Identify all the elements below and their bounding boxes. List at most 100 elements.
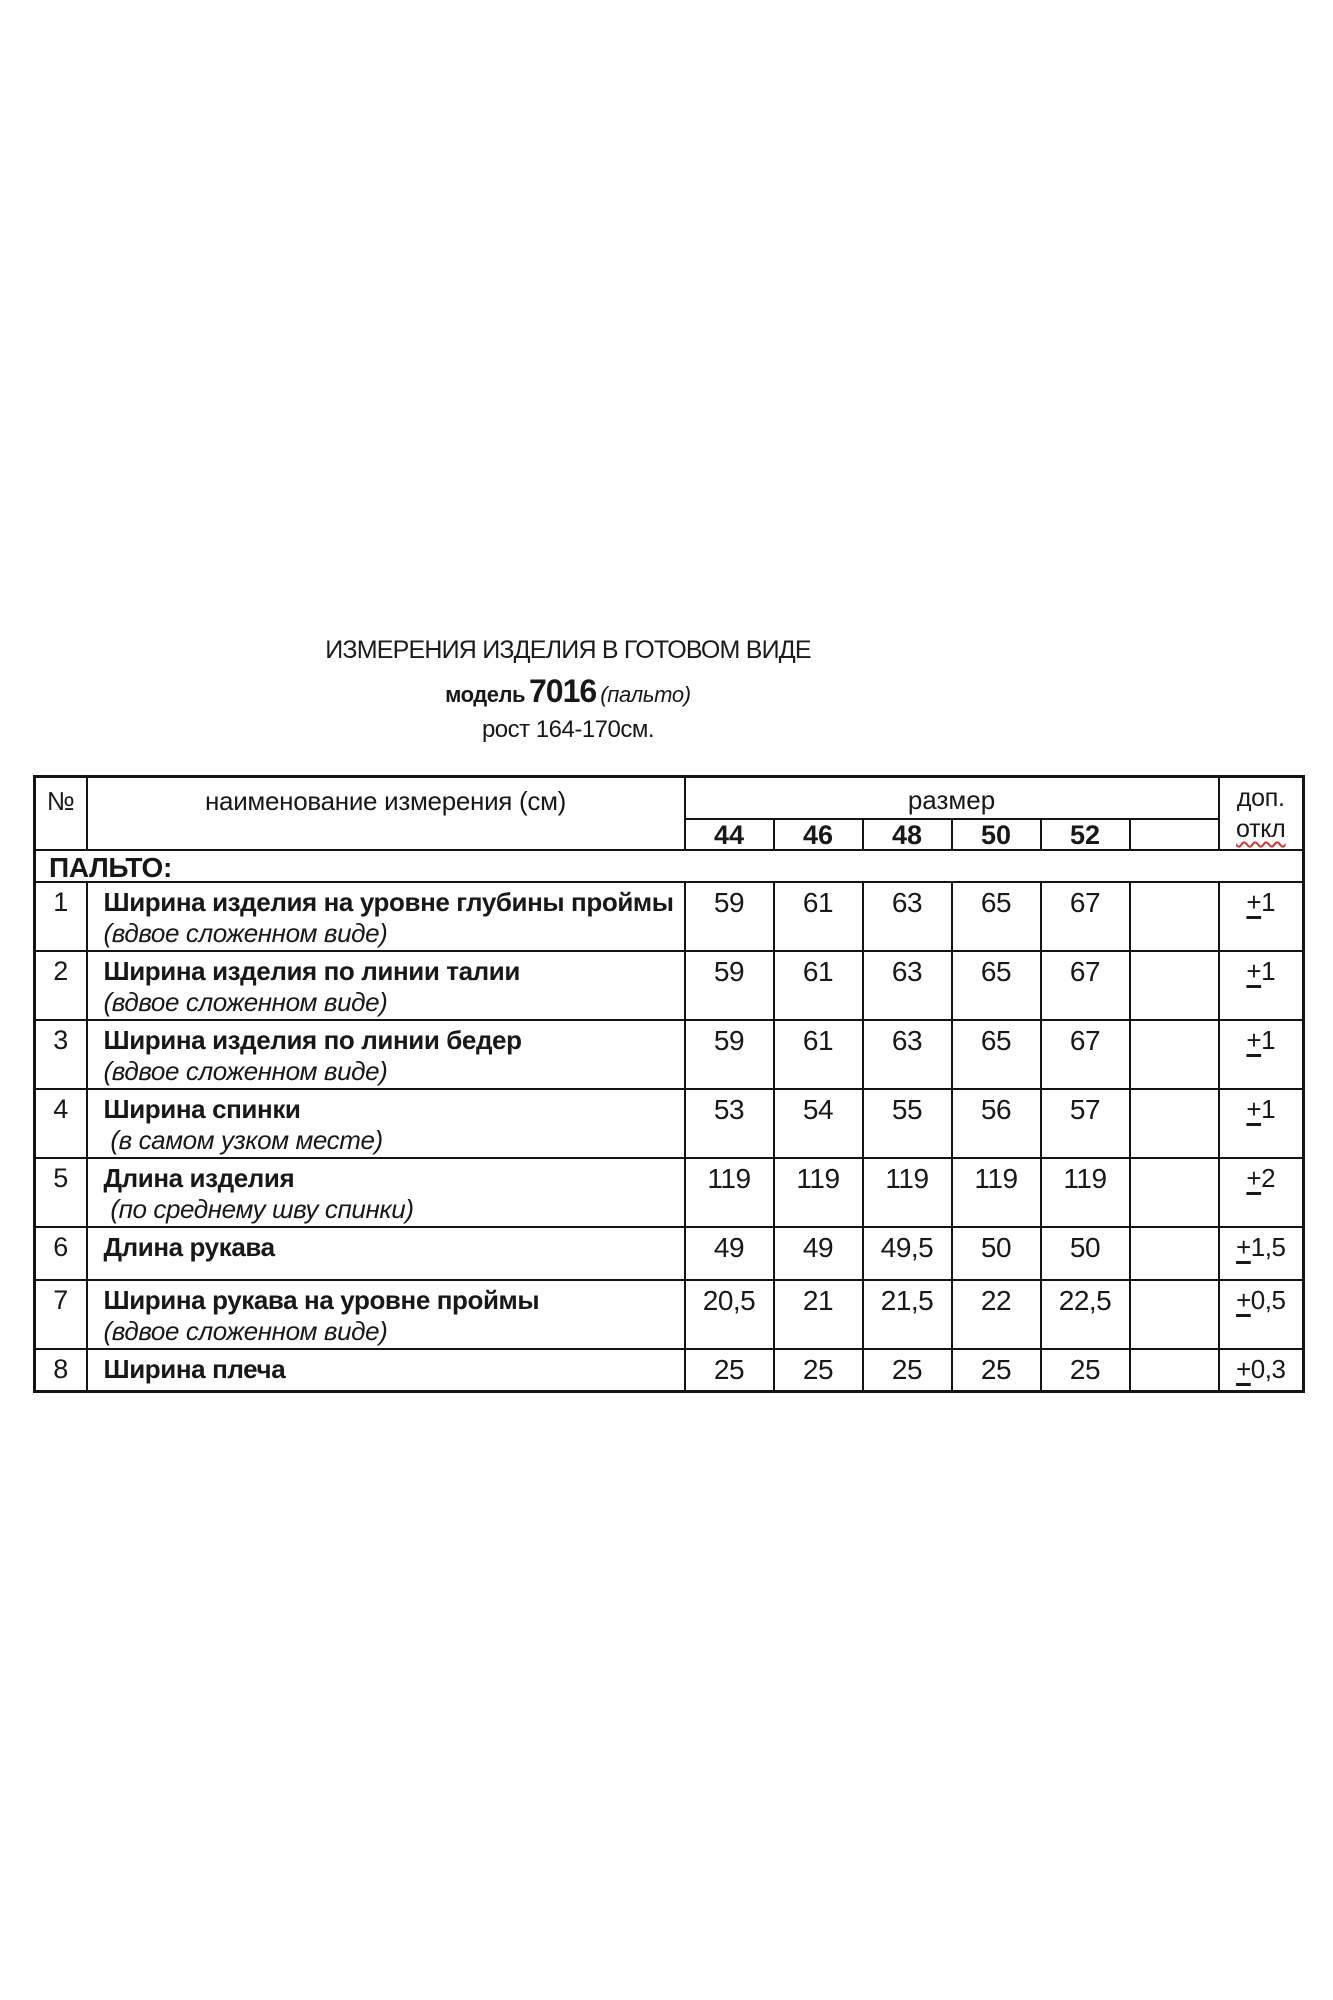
value-cell: 21,5: [861, 1278, 953, 1350]
size-50: 50: [950, 817, 1042, 851]
tolerance-sign: +: [1246, 886, 1262, 917]
value-cell: 21: [772, 1278, 864, 1350]
measurement-name: Ширина изделия по линии бедер: [103, 1024, 523, 1055]
measurement-name: Ширина изделия на уровне глубины проймы: [103, 886, 674, 917]
value-cell-empty: [1128, 1087, 1220, 1159]
model-label: модель: [445, 682, 525, 707]
value-cell: 67: [1039, 949, 1131, 1021]
header-measurement-name: наименование измерения (см): [85, 775, 686, 851]
value-cell: 57: [1039, 1087, 1131, 1159]
value-cell: 55: [861, 1087, 953, 1159]
table-row-1: 1 Ширина изделия на уровне глубины пройм…: [33, 880, 1305, 952]
value-cell-empty: [1128, 1278, 1220, 1350]
header-row-1: № наименование измерения (см) размер доп…: [33, 775, 1305, 851]
row-number: 3: [33, 1018, 88, 1090]
table-row-5: 5 Длина изделия (по среднему шву спинки)…: [33, 1156, 1305, 1228]
value-cell: 25: [861, 1347, 953, 1393]
value-cell: 25: [683, 1347, 775, 1393]
row-number: 8: [33, 1347, 88, 1393]
value-cell: 53: [683, 1087, 775, 1159]
size-46: 46: [772, 817, 864, 851]
measurement-cell: Длина изделия (по среднему шву спинки): [85, 1156, 686, 1228]
value-cell: 25: [1039, 1347, 1131, 1393]
row-number: 5: [33, 1156, 88, 1228]
table-row-6: 6 Длина рукава 49 49 49,5 50 50 +1,5: [33, 1225, 1305, 1281]
value-cell-empty: [1128, 1225, 1220, 1281]
value-cell: 119: [861, 1156, 953, 1228]
value-cell: 50: [950, 1225, 1042, 1281]
measurement-note: (по среднему шву спинки): [103, 1193, 414, 1224]
value-cell: 59: [683, 880, 775, 952]
table-row-4: 4 Ширина спинки (в самом узком месте) 53…: [33, 1087, 1305, 1159]
table-row-2: 2 Ширина изделия по линии талии (вдвое с…: [33, 949, 1305, 1021]
measurement-cell: Ширина изделия по линии талии (вдвое сло…: [85, 949, 686, 1021]
header-tolerance-line1: доп.: [1236, 784, 1285, 812]
tolerance-cell: +0,5: [1217, 1278, 1305, 1350]
value-cell-empty: [1128, 949, 1220, 1021]
tolerance-cell: +1: [1217, 1087, 1305, 1159]
tolerance-sign: +: [1236, 1284, 1251, 1315]
page-title: ИЗМЕРЕНИЯ ИЗДЕЛИЯ В ГОТОВОМ ВИДЕ: [325, 636, 811, 664]
header-tolerance: доп. откл: [1217, 775, 1305, 851]
value-cell-empty: [1128, 1018, 1220, 1090]
size-48: 48: [861, 817, 953, 851]
section-row: ПАЛЬТО:: [33, 848, 1305, 883]
value-cell: 61: [772, 1018, 864, 1090]
measurements-table: № наименование измерения (см) размер доп…: [33, 775, 1305, 1393]
height-range: рост 164-170см.: [481, 716, 655, 743]
header-tolerance-line2: откл: [1236, 815, 1286, 843]
value-cell: 49,5: [861, 1225, 953, 1281]
tolerance-sign: +: [1246, 1162, 1262, 1193]
value-cell: 63: [861, 880, 953, 952]
value-cell: 25: [950, 1347, 1042, 1393]
measurement-name: Ширина изделия по линии талии: [103, 955, 521, 986]
model-number: 7016: [529, 673, 597, 709]
tolerance-sign: +: [1236, 1353, 1251, 1384]
title-block: ИЗМЕРЕНИЯ ИЗДЕЛИЯ В ГОТОВОМ ВИДЕ модель 7…: [33, 636, 1103, 744]
table-row-7: 7 Ширина рукава на уровне проймы (вдвое …: [33, 1278, 1305, 1350]
value-cell: 65: [950, 880, 1042, 952]
value-cell: 63: [861, 1018, 953, 1090]
measurement-cell: Ширина плеча: [85, 1347, 686, 1393]
measurement-note: (в самом узком месте): [103, 1124, 383, 1155]
value-cell: 59: [683, 949, 775, 1021]
tolerance-sign: +: [1246, 955, 1262, 986]
measurement-name: Длина изделия: [103, 1162, 295, 1193]
measurement-name: Ширина плеча: [103, 1353, 286, 1384]
tolerance-sign: +: [1236, 1231, 1251, 1262]
value-cell: 49: [772, 1225, 864, 1281]
value-cell: 56: [950, 1087, 1042, 1159]
value-cell: 20,5: [683, 1278, 775, 1350]
measurement-cell: Ширина рукава на уровне проймы (вдвое сл…: [85, 1278, 686, 1350]
value-cell: 50: [1039, 1225, 1131, 1281]
tolerance-cell: +2: [1217, 1156, 1305, 1228]
row-number: 4: [33, 1087, 88, 1159]
value-cell: 54: [772, 1087, 864, 1159]
tolerance-value: 1: [1261, 886, 1276, 917]
value-cell: 119: [1039, 1156, 1131, 1228]
tolerance-value: 1: [1261, 1024, 1276, 1055]
value-cell: 61: [772, 949, 864, 1021]
tolerance-value: 2: [1261, 1162, 1276, 1193]
value-cell: 59: [683, 1018, 775, 1090]
header-size-group: размер: [683, 775, 1220, 820]
measurement-cell: Ширина изделия на уровне глубины проймы …: [85, 880, 686, 952]
row-number: 2: [33, 949, 88, 1021]
size-44: 44: [683, 817, 775, 851]
measurement-note: (вдвое сложенном виде): [103, 917, 388, 948]
header-row-sizes: 44 46 48 50 52: [35, 817, 1304, 851]
measurement-name: Ширина спинки: [103, 1093, 301, 1124]
value-cell-empty: [1128, 1156, 1220, 1228]
value-cell: 22: [950, 1278, 1042, 1350]
value-cell: 49: [683, 1225, 775, 1281]
table-row-8: 8 Ширина плеча 25 25 25 25 25 +0,3: [33, 1347, 1305, 1393]
measurement-note: (вдвое сложенном виде): [103, 1055, 388, 1086]
value-cell: 67: [1039, 880, 1131, 952]
row-number: 7: [33, 1278, 88, 1350]
value-cell: 65: [950, 1018, 1042, 1090]
header-number: №: [33, 775, 88, 851]
tolerance-cell: +0,3: [1217, 1347, 1305, 1393]
size-52: 52: [1039, 817, 1131, 851]
tolerance-value: 1: [1261, 955, 1276, 986]
